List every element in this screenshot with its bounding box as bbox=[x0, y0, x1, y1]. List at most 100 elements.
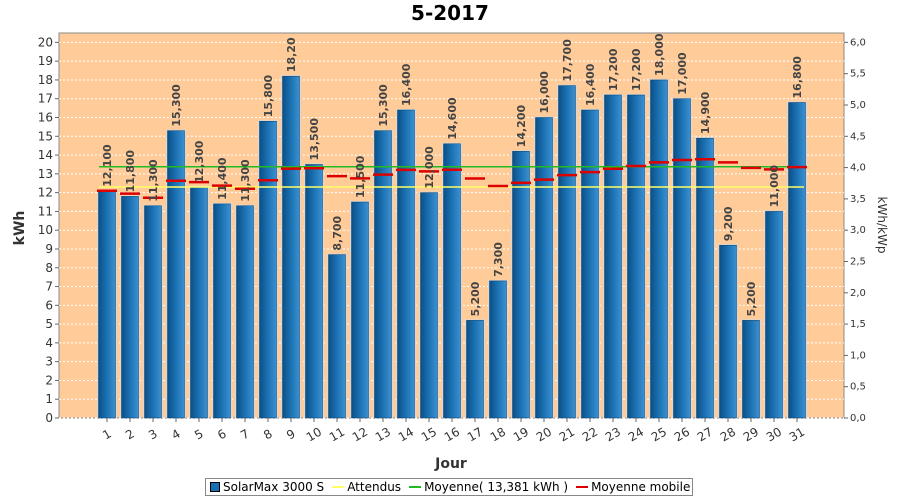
legend-label-moyenne-mobile: Moyenne mobile bbox=[591, 480, 691, 494]
legend-label-moyenne: Moyenne( 13,381 kWh ) bbox=[424, 480, 569, 494]
y-axis-right-label: kWh/kWp bbox=[875, 197, 889, 254]
bar bbox=[420, 192, 438, 419]
bar bbox=[397, 109, 415, 419]
y-right-tick-label: 0,0 bbox=[850, 413, 866, 424]
y-axis-right: 0,0 0,5 1,0 1,5 2,0 2,5 3,0 3,5 4,0 4,5 5,0 5,5 6,0 bbox=[844, 37, 866, 424]
legend-item-attendus: Attendus bbox=[332, 480, 401, 494]
y-right-tick-label: 3,0 bbox=[850, 225, 866, 236]
bar bbox=[167, 130, 185, 419]
data-label: 16,400 bbox=[400, 63, 413, 106]
bar bbox=[696, 137, 714, 419]
data-label: 17,200 bbox=[607, 48, 620, 91]
y-tick-label: 9 bbox=[45, 242, 53, 256]
data-label: 16,400 bbox=[584, 63, 597, 106]
y-tick-label: 20 bbox=[38, 35, 53, 49]
bar bbox=[512, 151, 530, 419]
y-right-tick-label: 4,0 bbox=[850, 163, 866, 174]
y-tick-label: 16 bbox=[38, 111, 53, 125]
bar bbox=[213, 203, 231, 419]
y-tick-label: 6 bbox=[45, 298, 53, 312]
data-label: 14,200 bbox=[515, 105, 528, 148]
x-tick-label: 29 bbox=[741, 425, 761, 445]
x-tick-label: 2 bbox=[123, 427, 137, 443]
bar bbox=[535, 117, 553, 419]
x-tick-label: 31 bbox=[787, 425, 807, 445]
data-label: 13,500 bbox=[308, 118, 321, 161]
data-label: 11,300 bbox=[239, 159, 252, 202]
y-tick-label: 0 bbox=[45, 411, 53, 425]
bar bbox=[443, 143, 461, 419]
y-right-tick-label: 3,5 bbox=[850, 194, 866, 205]
y-right-tick-label: 2,0 bbox=[850, 288, 866, 299]
bar bbox=[351, 201, 369, 419]
y-tick-label: 19 bbox=[38, 54, 53, 68]
x-tick-label: 28 bbox=[718, 425, 738, 445]
x-tick-label: 25 bbox=[649, 425, 669, 445]
x-tick-label: 23 bbox=[603, 425, 623, 445]
x-tick-label: 22 bbox=[580, 425, 600, 445]
bar bbox=[742, 320, 760, 419]
legend-item-moyenne-mobile: Moyenne mobile bbox=[576, 480, 690, 494]
y-tick-label: 12 bbox=[38, 186, 53, 200]
x-tick-label: 16 bbox=[442, 425, 462, 445]
y-tick-label: 7 bbox=[45, 280, 53, 294]
bar bbox=[121, 196, 139, 419]
x-tick-label: 13 bbox=[373, 425, 393, 445]
data-label: 17,200 bbox=[630, 48, 643, 91]
y-right-tick-label: 1,0 bbox=[850, 350, 866, 361]
y-right-tick-label: 1,5 bbox=[850, 319, 866, 330]
x-tick-label: 8 bbox=[261, 427, 275, 443]
data-label: 16,800 bbox=[791, 56, 804, 99]
x-axis-label: Jour bbox=[434, 456, 467, 472]
bar bbox=[98, 190, 116, 419]
legend-swatch-attendus bbox=[332, 486, 345, 488]
bar bbox=[305, 164, 323, 419]
y-tick-label: 2 bbox=[45, 373, 53, 387]
bar bbox=[466, 320, 484, 419]
data-label: 14,900 bbox=[699, 91, 712, 134]
bar bbox=[604, 94, 622, 419]
y-right-tick-label: 6,0 bbox=[850, 37, 866, 48]
legend-item-moyenne: Moyenne( 13,381 kWh ) bbox=[409, 480, 568, 494]
y-tick-label: 1 bbox=[45, 392, 53, 406]
x-tick-label: 27 bbox=[695, 425, 715, 445]
bar bbox=[719, 244, 737, 419]
y-tick-label: 15 bbox=[38, 129, 53, 143]
legend-label-solarmax: SolarMax 3000 S bbox=[223, 480, 325, 494]
legend-swatch-solarmax bbox=[210, 482, 220, 492]
data-label: 16,000 bbox=[538, 71, 551, 114]
data-label: 15,300 bbox=[377, 84, 390, 127]
x-tick-label: 20 bbox=[534, 425, 554, 445]
bar bbox=[282, 75, 300, 419]
x-tick-label: 19 bbox=[511, 425, 531, 445]
data-label: 11,300 bbox=[147, 159, 160, 202]
y-right-tick-label: 5,0 bbox=[850, 100, 866, 111]
y-right-tick-label: 5,5 bbox=[850, 69, 866, 80]
data-label: 9,200 bbox=[722, 206, 735, 241]
legend-item-solarmax: SolarMax 3000 S bbox=[210, 480, 324, 494]
chart-title: 5-2017 bbox=[411, 1, 489, 25]
y-tick-label: 8 bbox=[45, 261, 53, 275]
bar bbox=[650, 79, 668, 419]
data-label: 11,000 bbox=[768, 165, 781, 208]
y-tick-label: 3 bbox=[45, 355, 53, 369]
x-tick-label: 5 bbox=[192, 427, 206, 443]
bar bbox=[144, 205, 162, 419]
x-tick-label: 24 bbox=[626, 425, 646, 445]
line-series bbox=[97, 157, 807, 199]
bar bbox=[673, 98, 691, 419]
x-tick-label: 6 bbox=[215, 427, 229, 443]
x-tick-label: 14 bbox=[396, 425, 416, 445]
x-tick-label: 17 bbox=[465, 425, 485, 445]
x-tick-label: 4 bbox=[169, 427, 183, 443]
data-label: 18,000 bbox=[653, 33, 666, 76]
data-label: 12,300 bbox=[193, 140, 206, 183]
bar bbox=[788, 102, 806, 419]
data-label: 12,000 bbox=[423, 146, 436, 189]
bar bbox=[558, 85, 576, 419]
bar bbox=[581, 109, 599, 419]
data-label: 11,500 bbox=[354, 155, 367, 198]
x-tick-label: 10 bbox=[304, 425, 324, 445]
x-tick-label: 15 bbox=[419, 425, 439, 445]
x-tick-label: 11 bbox=[327, 425, 347, 445]
